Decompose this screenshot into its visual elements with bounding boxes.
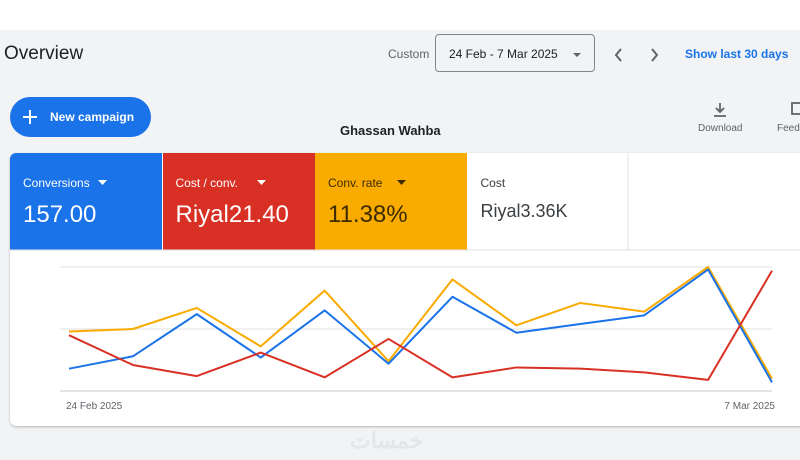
series-line <box>68 268 773 383</box>
dropdown-arrow[interactable] <box>397 180 406 185</box>
series-line <box>68 270 773 381</box>
x-tick-label: 24 Feb 2025 <box>66 401 123 412</box>
metric-value: 11.38% <box>328 201 408 228</box>
date-picker[interactable] <box>435 34 595 72</box>
nav-icons <box>573 48 659 62</box>
chart: 24 Feb 2025 7 Mar 2025 <box>10 153 800 412</box>
series-line <box>68 266 773 380</box>
feedback-label[interactable]: Feed <box>777 123 800 134</box>
prev-button[interactable] <box>614 48 622 62</box>
watermark: خمسات <box>350 428 424 453</box>
metric-tile[interactable]: Cost / conv. Riyal21.40 <box>162 153 315 250</box>
metric-value: Riyal21.40 <box>175 201 289 228</box>
feedback-icon[interactable] <box>791 102 800 115</box>
metric-dropdown[interactable] <box>98 180 108 186</box>
metric-dropdown[interactable] <box>397 180 407 186</box>
dropdown-arrow[interactable] <box>573 53 581 57</box>
download-label[interactable]: Download <box>698 123 743 134</box>
metric-dropdown[interactable] <box>257 180 267 186</box>
metric-tile[interactable]: Conv. rate 11.38% <box>315 153 467 250</box>
metric-tile[interactable]: Conversions 157.00 <box>10 153 162 250</box>
next-button[interactable] <box>651 48 659 62</box>
download-icon[interactable] <box>714 103 726 117</box>
new-campaign-label[interactable]: New campaign <box>50 110 135 124</box>
date-range[interactable]: 24 Feb - 7 Mar 2025 <box>449 47 558 61</box>
metric-label[interactable]: Cost / conv. <box>175 176 238 190</box>
account-name: Ghassan Wahba <box>340 123 441 138</box>
show-last-link[interactable]: Show last 30 days <box>685 47 789 61</box>
metric-value: 157.00 <box>23 201 97 228</box>
plus-icon <box>23 110 37 124</box>
page-title: Overview <box>4 43 84 64</box>
metric-label[interactable]: Conversions <box>23 176 90 190</box>
metric-label[interactable]: Conv. rate <box>328 176 383 190</box>
toolbar-icons <box>714 102 800 117</box>
metric-value: Riyal3.36K <box>480 201 568 221</box>
dropdown-arrow[interactable] <box>257 180 267 185</box>
x-tick-label: 7 Mar 2025 <box>724 401 775 412</box>
metric-label[interactable]: Cost <box>480 176 506 190</box>
dropdown-arrow[interactable] <box>98 180 108 185</box>
range-label: Custom <box>388 47 430 61</box>
metric-tile[interactable]: Cost Riyal3.36K <box>467 153 620 250</box>
chart-card: Conversions 157.00 Cost / conv. Riyal21.40 C… <box>10 153 800 426</box>
